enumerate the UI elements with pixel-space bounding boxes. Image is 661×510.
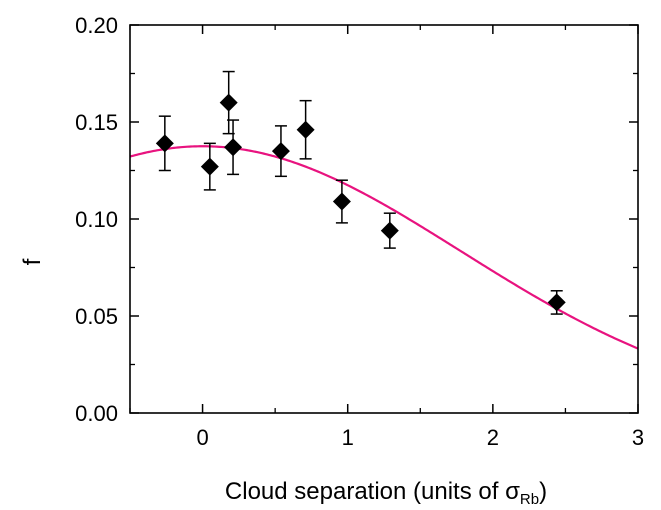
- plot-area: [129, 24, 639, 414]
- data-point-5: [271, 125, 290, 178]
- data-point-6: [296, 99, 315, 160]
- diamond-marker: [296, 120, 315, 139]
- data-point-1: [155, 115, 174, 172]
- diamond-marker: [200, 157, 219, 176]
- axis-ticks: 0 1 2 3 0.00 0.05 0.10 0.15 0.20: [75, 13, 644, 450]
- diamond-marker: [219, 93, 238, 112]
- y-tick-label: 0.20: [75, 13, 118, 38]
- x-axis-label: Cloud separation (units of σRb): [225, 478, 547, 508]
- plot-frame: [129, 24, 639, 414]
- y-tick-label: 0.05: [75, 304, 118, 329]
- diamond-marker: [332, 192, 351, 211]
- diamond-marker: [155, 134, 174, 153]
- data-point-7: [332, 179, 351, 224]
- data-point-3: [219, 70, 238, 135]
- data-point-9: [547, 290, 566, 315]
- diamond-marker: [380, 221, 399, 240]
- y-axis-label: f: [19, 258, 46, 265]
- x-tick-label: 3: [632, 425, 644, 450]
- diamond-marker: [271, 142, 290, 161]
- x-tick-label: 1: [342, 425, 354, 450]
- diamond-marker: [224, 138, 243, 157]
- x-tick-label: 2: [487, 425, 499, 450]
- data-point-4: [224, 119, 243, 176]
- data-point-8: [380, 212, 399, 249]
- x-tick-label: 0: [196, 425, 208, 450]
- y-tick-label: 0.00: [75, 401, 118, 426]
- data-point-2: [200, 142, 219, 191]
- y-tick-label: 0.15: [75, 110, 118, 135]
- diamond-marker: [547, 293, 566, 312]
- y-tick-label: 0.10: [75, 207, 118, 232]
